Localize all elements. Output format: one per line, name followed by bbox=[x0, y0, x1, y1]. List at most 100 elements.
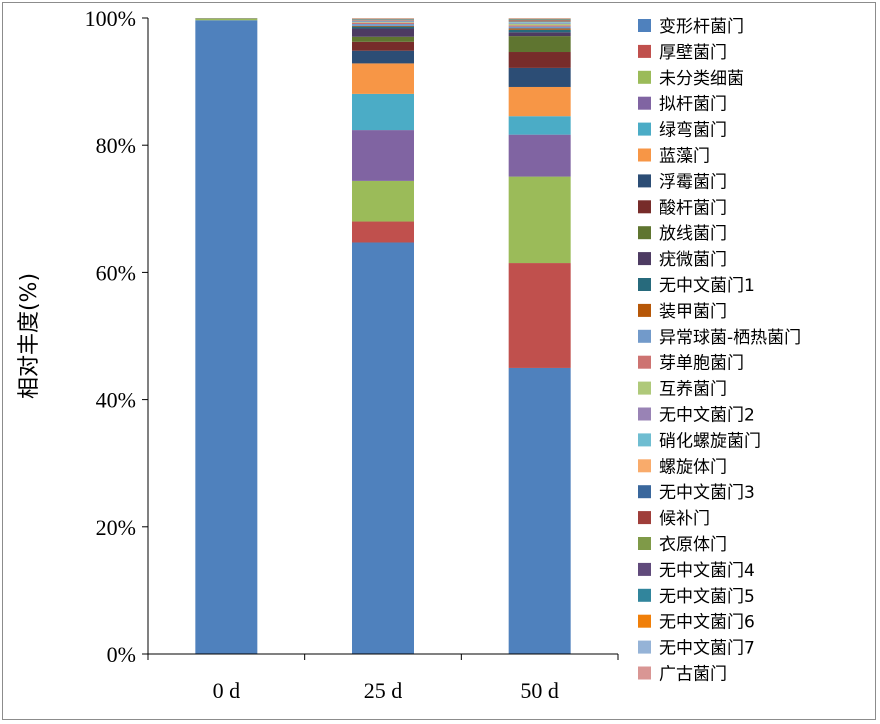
legend-swatch bbox=[638, 588, 651, 602]
bar-segment bbox=[508, 36, 571, 53]
legend-swatch bbox=[638, 200, 651, 214]
legend-label: 厚壁菌门 bbox=[659, 43, 727, 63]
legend-swatch bbox=[638, 122, 651, 136]
bar-segment bbox=[352, 20, 414, 22]
y-tick-label: 0% bbox=[107, 642, 136, 667]
legend-swatch bbox=[638, 485, 651, 499]
bar-segment bbox=[508, 23, 571, 25]
bar-segment bbox=[352, 221, 414, 243]
bar-segment bbox=[508, 52, 571, 68]
legend-label: 互养菌门 bbox=[659, 380, 727, 400]
legend-swatch bbox=[638, 666, 651, 680]
bar-segment bbox=[352, 242, 414, 655]
bar-segment bbox=[508, 24, 571, 26]
bar-segment bbox=[195, 18, 258, 21]
legend-swatch bbox=[638, 537, 651, 550]
legend-label: 无中文菌门7 bbox=[659, 639, 755, 659]
bar-segment bbox=[352, 130, 414, 181]
legend-swatch bbox=[638, 355, 651, 369]
bar-segment bbox=[352, 63, 414, 94]
bar-segment bbox=[508, 176, 571, 264]
legend-label: 无中文菌门2 bbox=[659, 406, 755, 426]
legend-swatch bbox=[638, 640, 651, 654]
bar-segment bbox=[508, 367, 571, 654]
legend-swatch bbox=[638, 459, 651, 473]
bar-segment bbox=[508, 20, 571, 21]
legend-label: 硝化螺旋菌门 bbox=[659, 431, 761, 451]
bar-segment bbox=[508, 19, 571, 21]
y-tick-label: 60% bbox=[96, 260, 136, 285]
bar-segment bbox=[508, 20, 571, 22]
legend-swatch bbox=[638, 19, 651, 32]
legend-swatch bbox=[638, 278, 651, 291]
bar-segment bbox=[352, 41, 414, 51]
y-tick-label: 80% bbox=[96, 133, 136, 158]
bar-segment bbox=[508, 25, 571, 27]
x-category-label: 0 d bbox=[213, 678, 241, 703]
bar-segment bbox=[352, 36, 414, 42]
bar-segment bbox=[508, 28, 571, 30]
bars-layer bbox=[195, 18, 571, 655]
legend-swatch bbox=[638, 562, 651, 576]
legend-label: 疣微菌门 bbox=[659, 250, 727, 270]
bar-segment bbox=[352, 180, 414, 222]
bar-segment bbox=[352, 24, 414, 26]
legend-swatch bbox=[638, 252, 651, 266]
legend-swatch bbox=[638, 70, 651, 84]
legend-label: 浮霉菌门 bbox=[659, 172, 727, 192]
legend: 变形杆菌门厚壁菌门未分类细菌拟杆菌门绿弯菌门蓝藻门浮霉菌门酸杆菌门放线菌门疣微菌… bbox=[638, 17, 801, 685]
axes-layer bbox=[147, 18, 618, 655]
legend-label: 未分类细菌 bbox=[659, 69, 744, 89]
legend-label: 衣原体门 bbox=[659, 535, 727, 555]
legend-swatch bbox=[638, 96, 651, 110]
legend-label: 无中文菌门1 bbox=[659, 276, 755, 296]
legend-label: 放线菌门 bbox=[659, 224, 727, 244]
x-category-label: 25 d bbox=[364, 678, 403, 703]
legend-swatch bbox=[638, 381, 651, 395]
legend-swatch bbox=[638, 614, 651, 628]
bar-segment bbox=[352, 25, 414, 27]
bar-segment bbox=[352, 21, 414, 23]
legend-swatch bbox=[638, 44, 651, 58]
legend-label: 绿弯菌门 bbox=[659, 121, 727, 141]
legend-label: 装甲菌门 bbox=[659, 302, 727, 322]
legend-label: 蓝藻门 bbox=[659, 147, 710, 167]
bar-segment bbox=[508, 21, 571, 23]
legend-label: 无中文菌门6 bbox=[659, 613, 755, 633]
bar-segment bbox=[508, 67, 571, 87]
y-tick-label: 20% bbox=[96, 515, 136, 540]
legend-swatch bbox=[638, 329, 651, 343]
bar-segment bbox=[352, 28, 414, 37]
legend-label: 无中文菌门4 bbox=[659, 561, 755, 581]
y-ticks: 0% 20% 40% 60% 80% 100% bbox=[85, 6, 148, 667]
bar-segment bbox=[508, 134, 571, 177]
bar-segment bbox=[352, 50, 414, 64]
legend-label: 异常球菌-栖热菌门 bbox=[659, 328, 801, 348]
legend-swatch bbox=[638, 303, 651, 317]
bar-segment bbox=[352, 93, 414, 131]
legend-swatch bbox=[638, 407, 651, 421]
bar-segment bbox=[195, 20, 258, 654]
bar-segment bbox=[508, 32, 571, 37]
legend-label: 酸杆菌门 bbox=[659, 198, 727, 218]
bar-segment bbox=[352, 22, 414, 25]
legend-label: 芽单胞菌门 bbox=[659, 354, 744, 374]
legend-label: 拟杆菌门 bbox=[659, 95, 727, 115]
legend-label: 无中文菌门5 bbox=[659, 587, 755, 607]
legend-label: 变形杆菌门 bbox=[659, 17, 744, 37]
bar-segment bbox=[508, 22, 571, 24]
bar-segment bbox=[508, 263, 571, 368]
x-ticks: 0 d 25 d 50 d bbox=[147, 654, 619, 703]
bar-segment bbox=[508, 26, 571, 29]
legend-label: 候补门 bbox=[659, 509, 710, 529]
bar-segment bbox=[508, 116, 571, 135]
x-category-label: 50 d bbox=[520, 678, 559, 703]
legend-swatch bbox=[638, 226, 651, 240]
legend-swatch bbox=[638, 511, 651, 525]
y-axis-title: 相对丰度(%) bbox=[17, 273, 42, 399]
legend-swatch bbox=[638, 433, 651, 447]
legend-swatch bbox=[638, 174, 651, 188]
bar-segment bbox=[508, 86, 571, 117]
y-tick-label: 40% bbox=[96, 388, 136, 413]
